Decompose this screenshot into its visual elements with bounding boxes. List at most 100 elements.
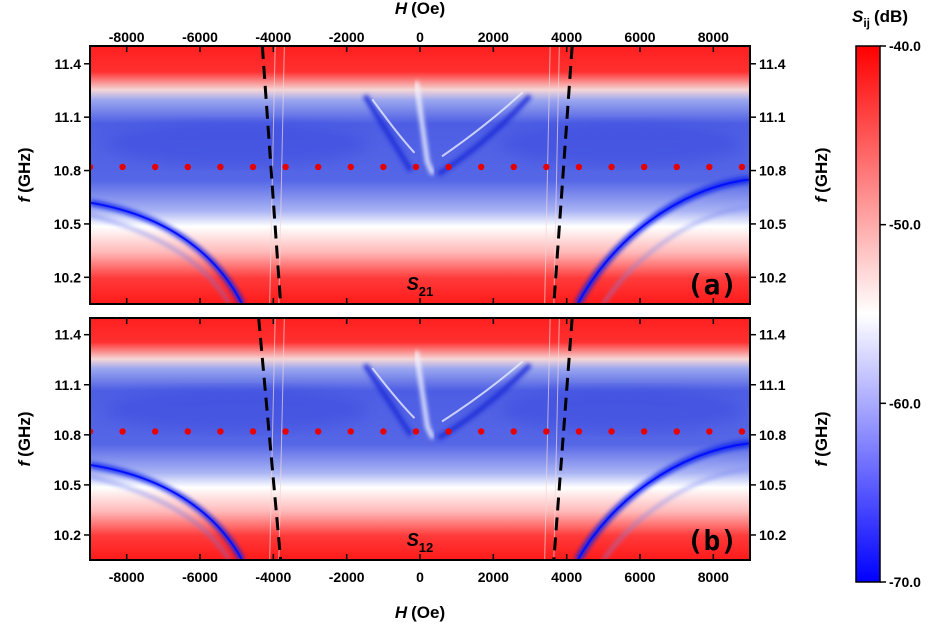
heatmap [90,46,750,304]
dashed-guide-line [552,318,574,560]
heatmap-streak [278,318,285,560]
colorbar-tick-label: -50.0 [889,217,921,233]
y-axis-title-var: f [15,459,34,467]
red-dot-marker [249,163,257,171]
heatmap-mode-curve [371,367,416,419]
s-param-main: S [407,274,419,294]
red-dot-marker [640,428,648,435]
red-dot-marker [347,428,354,435]
heatmap-mode-curve [602,204,750,304]
heatmap-blue-region [501,121,742,166]
red-dot-marker [380,163,387,171]
y-tick-label-left: 10.8 [54,163,81,179]
bottom-x-axis-title: H (Oe) [395,603,445,622]
red-dot-marker [412,163,420,171]
top-x-tick-label: -8000 [109,29,145,45]
red-dot-marker [575,428,583,435]
red-dot-marker [184,428,191,435]
heatmap-blue-region [501,387,742,432]
red-dot-marker [119,428,126,435]
heatmap-mode-curve [90,463,243,560]
red-dot-marker [445,163,452,171]
red-dot-marker [510,428,517,435]
heatmap-blue-region [106,387,367,432]
panel-b: 10.2 10.2 10.5 10.5 10.8 10.8 11.1 11.1 11.4 11.4… [15,317,831,561]
top-x-tick-labels: -8000 -6000 -4000 -2000 0 2000 4000 6000 8000 [109,29,729,45]
s-param-sub: 21 [419,284,433,299]
y-tick-label-left: 10.5 [54,477,81,493]
red-dot-marker [706,163,713,171]
heatmap-streak [544,46,551,304]
heatmap-mode-curve [362,94,413,172]
y-tick-label-left: 10.5 [54,216,81,232]
bottom-x-tick-label: 6000 [624,569,655,585]
y-tick-label-right: 10.8 [759,163,786,179]
y-tick-label-right: 10.8 [759,427,786,443]
red-dot-marker [217,163,224,171]
heatmap-streak [269,318,276,560]
panel-label: (b) [687,524,738,557]
heatmap-blue-region [106,121,367,166]
y-tick-label-right: 10.5 [759,216,786,232]
y-tick-label-left: 11.1 [55,377,82,393]
red-dot-marker [477,428,485,435]
red-dot-marker [151,428,159,435]
red-dot-marker [575,163,583,171]
red-dot-marker [445,428,452,435]
bottom-x-tick-label: -8000 [109,569,145,585]
heatmap-mode-curve [90,475,231,560]
red-dot-marker [119,163,126,171]
heatmap-background [90,46,750,304]
red-dot-marker [314,428,322,435]
y-tick-label-right: 10.2 [759,527,786,543]
heatmap-mode-curve [90,201,243,304]
y-tick-label-left: 11.4 [55,327,82,343]
red-dot-marker [380,428,387,435]
s-param-sub: 12 [419,540,433,555]
bottom-x-tick-label: -2000 [329,569,365,585]
heatmap-mode-curve [576,442,750,560]
top-x-tick-label: 6000 [624,29,655,45]
heatmap-mode-curve [414,81,435,175]
bottom-x-tick-label: 2000 [478,569,509,585]
red-dot-marker [249,428,257,435]
panel-a: 10.2 10.2 10.5 10.5 10.8 10.8 11.1 11.1 11.4 11.4… [15,45,831,305]
red-dot-marker [184,163,191,171]
heatmap-mode-curve [414,351,435,440]
red-dot-marker [510,163,517,171]
panel-label: (a) [687,268,738,301]
heatmap-mode-curve [441,360,524,423]
colorbar-tick-label: -40.0 [889,38,921,54]
red-dot-marker [314,163,322,171]
y-axis-title-right: f (GHz) [812,148,831,203]
bottom-x-tick-label: -4000 [255,569,291,585]
red-dot-marker [706,428,713,435]
red-dot-marker [217,428,224,435]
y-tick-label-right: 11.1 [759,377,786,393]
bottom-x-tick-label: 4000 [551,569,582,585]
red-dot-marker [640,163,648,171]
red-dot-marker [673,163,680,171]
red-dot-marker [543,428,550,435]
y-axis-title-var: f [15,195,34,203]
y-tick-label-right: 11.4 [759,327,786,343]
top-x-tick-label: 2000 [478,29,509,45]
heatmap-streak [544,318,551,560]
heatmap-streak [278,46,285,304]
y-axis-title-var: f [812,459,831,467]
y-tick-label-left: 11.1 [55,109,82,125]
heatmap-streak [553,318,560,560]
top-x-axis-title: H (Oe) [395,0,445,18]
top-x-tick-label: -2000 [329,29,365,45]
bottom-x-tick-label: -6000 [182,569,218,585]
red-dot-marker [412,428,420,435]
y-axis-title-unit: (GHz) [812,148,831,193]
heatmap-background [90,318,750,560]
top-x-tick-label: 8000 [698,29,729,45]
red-dot-marker [347,163,354,171]
y-tick-label-right: 10.5 [759,477,786,493]
y-tick-label-left: 10.8 [54,427,81,443]
colorbar-title: Sij (dB) [852,7,908,30]
colorbar-tick-labels: -40.0 -50.0 -60.0 -70.0 [880,38,921,590]
